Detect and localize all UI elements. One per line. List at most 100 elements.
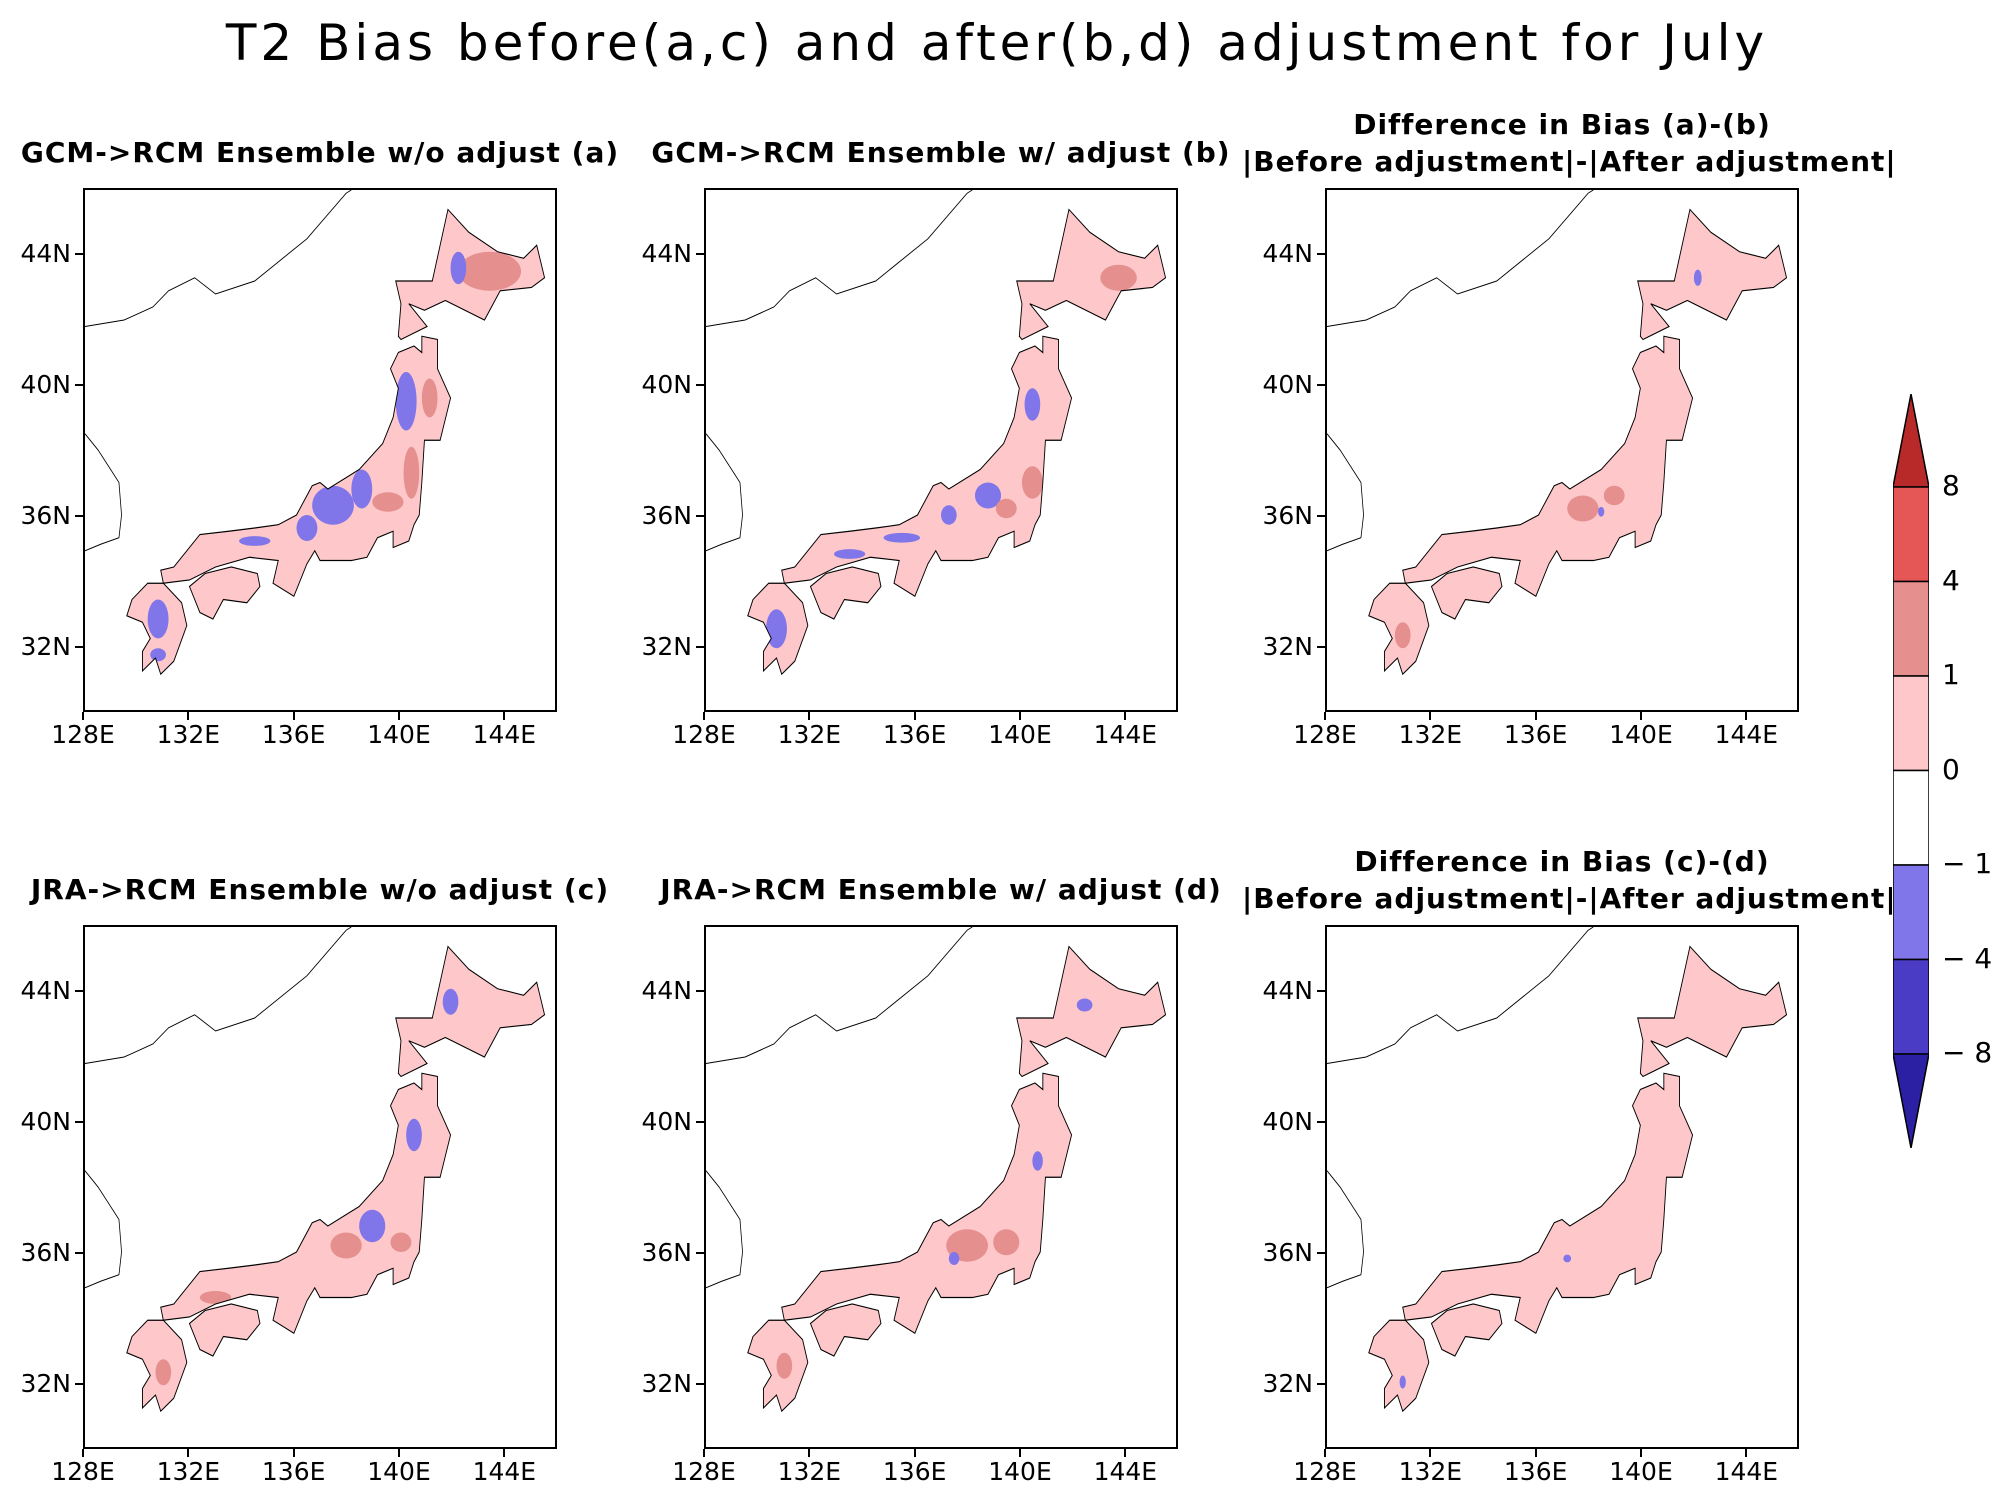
coastline [126, 1319, 188, 1413]
coastline [1637, 945, 1788, 1078]
coastline [85, 433, 122, 552]
x-tick-mark [1640, 712, 1642, 720]
coastline [706, 433, 743, 552]
bias-patch [359, 1209, 386, 1243]
panel-title: JRA->RCM Ensemble w/ adjust (d) [660, 873, 1222, 906]
map-svg [1327, 927, 1788, 1413]
x-tick-label: 136E [882, 1457, 947, 1486]
y-tick-mark [75, 1382, 83, 1385]
colorbar-svg [1892, 393, 1930, 1149]
bias-patch [974, 482, 1002, 509]
x-tick-label: 140E [367, 720, 431, 749]
colorbar-label: 0 [1942, 752, 1960, 786]
map-panel-a [83, 188, 557, 712]
coastline [1368, 582, 1430, 676]
bias-patch [948, 1252, 960, 1265]
bias-field-land [810, 567, 881, 619]
x-tick-label: 128E [51, 1457, 115, 1486]
bias-patch [883, 532, 921, 543]
coastline [1327, 190, 1594, 327]
x-tick-mark [187, 712, 190, 720]
x-tick-mark [808, 1449, 811, 1457]
y-tick-mark [75, 989, 83, 992]
y-tick-label: 44N [641, 975, 692, 1005]
x-tick-mark [1019, 1449, 1021, 1457]
y-tick-label: 32N [641, 1368, 692, 1398]
x-tick-label: 140E [1609, 720, 1673, 749]
y-tick-mark [75, 1120, 83, 1123]
y-tick-label: 40N [1262, 369, 1313, 399]
bias-patch [372, 492, 404, 512]
x-tick-label: 140E [988, 1457, 1052, 1486]
x-tick-mark [1745, 712, 1748, 720]
panel-title: JRA->RCM Ensemble w/o adjust (c) [30, 873, 610, 906]
x-tick-mark [82, 1449, 84, 1457]
x-tick-label: 136E [261, 1457, 326, 1486]
x-tick-label: 144E [472, 720, 537, 749]
x-tick-mark [1019, 712, 1021, 720]
x-tick-label: 136E [882, 720, 947, 749]
bias-patch [442, 988, 459, 1015]
x-tick-mark [1534, 1449, 1537, 1457]
bias-patch [1024, 388, 1041, 421]
bias-field-land [810, 1304, 881, 1356]
bias-patch [833, 549, 866, 559]
y-tick-label: 44N [20, 238, 71, 268]
coastline [85, 927, 352, 1064]
panel-title: Difference in Bias (a)-(b) [1353, 108, 1771, 141]
x-tick-mark [82, 712, 84, 720]
x-tick-mark [1640, 1449, 1642, 1457]
colorbar-label: − 4 [1942, 941, 1993, 975]
coastline [85, 1170, 122, 1289]
x-tick-label: 144E [1093, 1457, 1158, 1486]
bias-patch [993, 1229, 1020, 1256]
bias-field-land [1402, 1073, 1693, 1334]
y-tick-label: 32N [20, 1368, 71, 1398]
y-tick-label: 32N [641, 631, 692, 661]
coastline [706, 190, 973, 327]
bias-patch [312, 485, 354, 525]
x-tick-label: 128E [51, 720, 115, 749]
y-tick-mark [1317, 383, 1325, 386]
bias-field-land [781, 336, 1072, 597]
y-tick-mark [1317, 989, 1325, 992]
bias-patch [995, 498, 1017, 519]
coastline [1430, 566, 1503, 620]
bias-patch [403, 446, 420, 499]
bias-patch [776, 1352, 793, 1379]
bias-field-land [1016, 946, 1166, 1077]
y-tick-label: 44N [20, 975, 71, 1005]
colorbar [1892, 393, 1930, 1149]
y-tick-mark [696, 645, 704, 648]
x-tick-mark [292, 1449, 295, 1457]
colorbar-label: − 1 [1942, 847, 1993, 880]
coastline [809, 566, 882, 620]
coastline [1327, 1170, 1364, 1289]
x-tick-label: 128E [672, 720, 736, 749]
bias-field-land [1637, 946, 1787, 1077]
x-tick-mark [913, 712, 916, 720]
coastline [1327, 433, 1364, 552]
coastline [395, 945, 546, 1078]
x-tick-label: 140E [367, 1457, 431, 1486]
x-tick-label: 132E [1398, 1457, 1463, 1486]
map-panel-b [704, 188, 1178, 712]
coastline [809, 1303, 882, 1357]
coastline [1368, 1319, 1430, 1413]
y-tick-label: 36N [20, 1237, 71, 1267]
y-tick-mark [75, 383, 83, 386]
map-svg [706, 190, 1167, 676]
coastline [706, 927, 973, 1064]
coastline [1327, 927, 1594, 1064]
x-tick-mark [1745, 1449, 1748, 1457]
y-tick-label: 44N [1262, 238, 1313, 268]
colorbar-label: 8 [1942, 469, 1960, 502]
y-tick-mark [75, 514, 83, 517]
x-tick-label: 128E [1293, 1457, 1357, 1486]
map-panel-cd [1325, 925, 1799, 1449]
bias-patch [1693, 269, 1702, 286]
bias-patch [351, 469, 373, 509]
coastline [126, 582, 188, 676]
bias-field-land [395, 946, 545, 1077]
bias-patch [1021, 466, 1043, 499]
